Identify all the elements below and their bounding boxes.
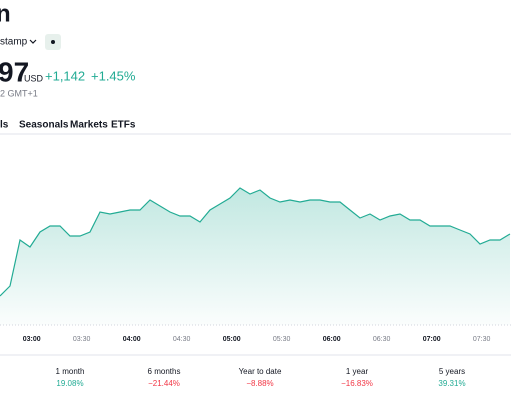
tab[interactable]: Markets (70, 120, 108, 131)
price: 97 (0, 56, 29, 87)
perf-label[interactable]: 5 years (439, 367, 465, 376)
x-tick-label: 07:00 (423, 336, 441, 343)
status-dot (51, 40, 55, 44)
tab[interactable]: ETFs (111, 120, 136, 131)
tabs: ls Seasonals Markets ETFs (0, 120, 136, 131)
x-tick-label: 06:30 (373, 336, 391, 343)
price-change-pct: +1.45% (91, 68, 136, 83)
price-change: +1,142 (45, 68, 85, 83)
perf-value[interactable]: 19.08% (56, 379, 83, 388)
price-line (0, 187, 511, 297)
exchange[interactable]: stamp (0, 37, 28, 48)
perf-value[interactable]: 39.31% (438, 379, 465, 388)
tab[interactable]: Seasonals (19, 120, 69, 131)
symbol-title: n (0, 0, 11, 27)
chart: 03:00 03:30 04:00 04:30 05:00 05:30 06:00 06:30… (0, 187, 511, 343)
x-tick-label: 07:30 (473, 336, 491, 343)
perf-value[interactable]: −16.83% (341, 379, 373, 388)
x-tick-label: 03:30 (73, 336, 91, 343)
tab[interactable]: ls (0, 120, 9, 131)
chevron[interactable] (29, 39, 37, 44)
x-tick-label: 06:00 (323, 336, 341, 343)
perf-label[interactable]: 6 months (148, 367, 181, 376)
area (0, 188, 510, 325)
x-tick-label: 04:30 (173, 336, 191, 343)
perf-label[interactable]: Year to date (239, 367, 282, 376)
x-tick-label: 03:00 (23, 336, 41, 343)
performance: 1 month 19.08% 6 months −21.44% Year to date… (56, 367, 466, 388)
x-tick-label: 05:00 (223, 336, 241, 343)
perf-value[interactable]: −8.88% (246, 379, 273, 388)
x-tick-label: 05:30 (273, 336, 291, 343)
perf-label[interactable]: 1 year (346, 367, 369, 376)
perf-value[interactable]: −21.44% (148, 379, 180, 388)
perf-label[interactable]: 1 month (56, 367, 85, 376)
currency: USD (24, 73, 44, 83)
time: 2 GMT+1 (0, 88, 38, 98)
x-tick-label: 04:00 (123, 336, 141, 343)
